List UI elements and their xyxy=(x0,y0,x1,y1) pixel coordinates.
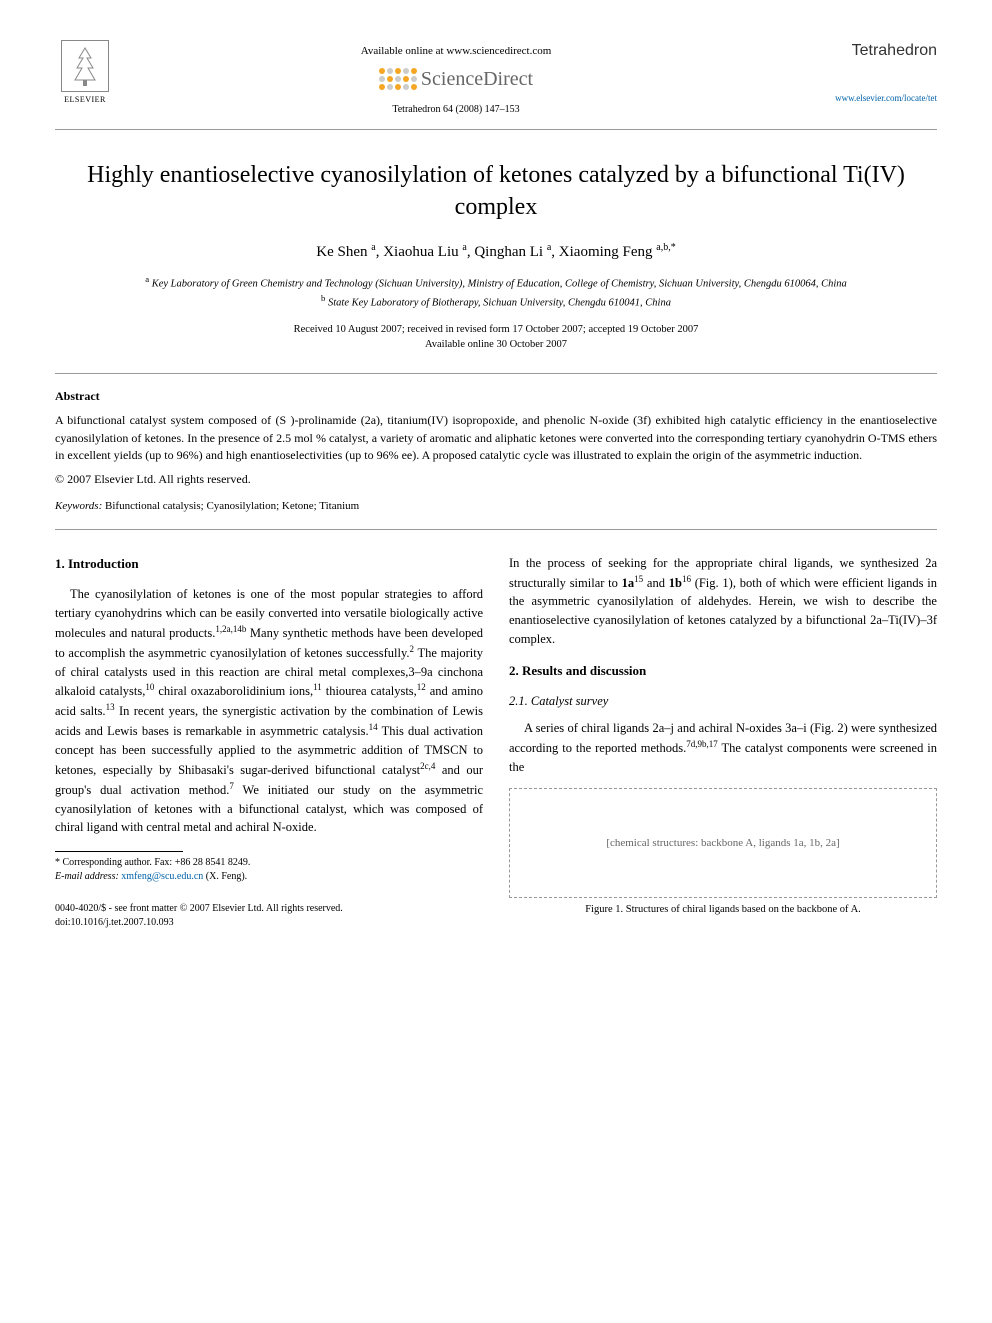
affil-b: State Key Laboratory of Biotherapy, Sich… xyxy=(328,298,671,309)
email-who: (X. Feng). xyxy=(206,871,247,882)
header: ELSEVIER Available online at www.science… xyxy=(55,40,937,121)
copyright-line: © 2007 Elsevier Ltd. All rights reserved… xyxy=(55,471,937,488)
issn-line: 0040-4020/$ - see front matter © 2007 El… xyxy=(55,902,483,916)
affiliations: a Key Laboratory of Green Chemistry and … xyxy=(55,273,937,312)
results-p1: A series of chiral ligands 2a–j and achi… xyxy=(509,719,937,776)
footnote-rule xyxy=(55,851,183,852)
publisher-name: ELSEVIER xyxy=(64,94,106,105)
elsevier-tree-icon xyxy=(61,40,109,92)
citation: Tetrahedron 64 (2008) 147–153 xyxy=(115,103,797,117)
keywords-list: Bifunctional catalysis; Cyanosilylation;… xyxy=(105,500,359,512)
sd-dots-icon xyxy=(379,68,417,90)
header-rule xyxy=(55,129,937,130)
figure-1-caption: Figure 1. Structures of chiral ligands b… xyxy=(509,902,937,918)
intro-p1: The cyanosilylation of ketones is one of… xyxy=(55,585,483,837)
dates-online: Available online 30 October 2007 xyxy=(425,339,567,350)
sd-brand-text: ScienceDirect xyxy=(421,65,533,93)
body-columns: 1. Introduction The cyanosilylation of k… xyxy=(55,554,937,930)
doi-line: doi:10.1016/j.tet.2007.10.093 xyxy=(55,916,483,930)
article-dates: Received 10 August 2007; received in rev… xyxy=(55,323,937,352)
corresponding-author: * Corresponding author. Fax: +86 28 8541… xyxy=(55,856,483,870)
journal-block: Tetrahedron www.elsevier.com/locate/tet xyxy=(797,40,937,105)
left-column: 1. Introduction The cyanosilylation of k… xyxy=(55,554,483,930)
intro-heading: 1. Introduction xyxy=(55,554,483,574)
journal-url[interactable]: www.elsevier.com/locate/tet xyxy=(797,92,937,105)
results-sub1: 2.1. Catalyst survey xyxy=(509,692,937,711)
email-label: E-mail address: xyxy=(55,871,119,882)
abstract-body: A bifunctional catalyst system composed … xyxy=(55,412,937,464)
affil-a: Key Laboratory of Green Chemistry and Te… xyxy=(152,278,847,289)
center-header: Available online at www.sciencedirect.co… xyxy=(115,40,797,121)
keywords: Keywords: Bifunctional catalysis; Cyanos… xyxy=(55,499,937,514)
sciencedirect-logo: ScienceDirect xyxy=(115,65,797,93)
right-column: In the process of seeking for the approp… xyxy=(509,554,937,930)
elsevier-logo: ELSEVIER xyxy=(55,40,115,110)
results-heading: 2. Results and discussion xyxy=(509,661,937,681)
abstract-heading: Abstract xyxy=(55,388,937,405)
bottom-meta: 0040-4020/$ - see front matter © 2007 El… xyxy=(55,902,483,930)
article-title: Highly enantioselective cyanosilylation … xyxy=(55,160,937,222)
keywords-label: Keywords: xyxy=(55,500,102,512)
figure-1-placeholder: [chemical structures: backbone A, ligand… xyxy=(509,788,937,898)
journal-name: Tetrahedron xyxy=(797,40,937,62)
footnotes: * Corresponding author. Fax: +86 28 8541… xyxy=(55,856,483,884)
dates-received: Received 10 August 2007; received in rev… xyxy=(294,324,699,335)
available-online-text: Available online at www.sciencedirect.co… xyxy=(115,44,797,59)
abstract-block: Abstract A bifunctional catalyst system … xyxy=(55,373,937,530)
intro-p2: In the process of seeking for the approp… xyxy=(509,554,937,649)
authors: Ke Shen a, Xiaohua Liu a, Qinghan Li a, … xyxy=(55,241,937,263)
email-link[interactable]: xmfeng@scu.edu.cn xyxy=(121,871,203,882)
